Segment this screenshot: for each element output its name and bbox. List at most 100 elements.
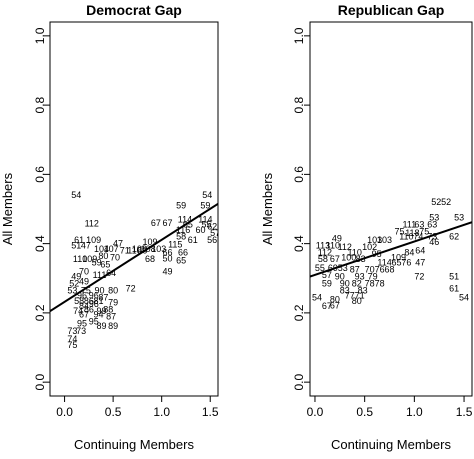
- data-point-label: 83: [340, 285, 350, 295]
- data-point-label: 113: [316, 240, 330, 250]
- chart-title: Democrat Gap: [86, 2, 182, 18]
- data-point-label: 73: [67, 326, 77, 336]
- data-point-label: 111: [93, 270, 107, 280]
- data-point-label: 63: [414, 220, 424, 230]
- data-point-label: 74: [413, 232, 423, 242]
- data-point-label: 73: [427, 232, 437, 242]
- data-point-label: 79: [108, 298, 118, 308]
- data-point-label: 114: [198, 214, 212, 224]
- data-point-label: 75: [419, 227, 429, 237]
- data-point-label: 115: [168, 239, 182, 249]
- data-point-label: 112: [338, 242, 352, 252]
- data-point-label: 84: [404, 247, 414, 257]
- data-point-label: 61: [449, 284, 459, 294]
- data-point-label: 66: [178, 247, 188, 257]
- data-point-label: 73: [76, 326, 86, 336]
- data-point-label: 65: [391, 258, 401, 268]
- data-point-label: 96: [89, 299, 99, 309]
- plot-frame: [309, 21, 473, 397]
- data-point-label: 87: [106, 311, 116, 321]
- y-tick-label: 0.6: [292, 166, 306, 183]
- data-point-label: 114: [377, 258, 391, 268]
- data-point-label: 90: [95, 285, 105, 295]
- y-tick-label: 0.4: [33, 235, 47, 252]
- data-point-label: 47: [415, 258, 425, 268]
- data-point-label: 107: [104, 244, 119, 254]
- data-point-label: 74: [67, 334, 77, 344]
- data-point-label: 64: [415, 246, 425, 256]
- data-point-label: 51: [449, 272, 459, 282]
- data-point-label: 78: [365, 278, 375, 288]
- data-point-label: 57: [210, 228, 220, 238]
- data-point-label: 72: [414, 272, 424, 282]
- data-point-label: 62: [449, 232, 459, 242]
- data-point-label: 67: [322, 301, 332, 311]
- x-tick-label: 1.0: [406, 405, 423, 419]
- data-point-label: 61: [188, 235, 198, 245]
- data-point-label: 99: [96, 306, 106, 316]
- data-point-label: 67: [330, 254, 340, 264]
- data-point-label: 53: [67, 285, 77, 295]
- data-point-label: 111: [403, 220, 417, 230]
- data-point-label: 109: [82, 254, 97, 264]
- data-point-label: 58: [74, 296, 84, 306]
- data-point-label: 89: [108, 321, 118, 331]
- data-point-label: 51: [71, 240, 81, 250]
- data-point-label: 89: [96, 321, 106, 331]
- data-point-label: 87: [350, 265, 360, 275]
- x-tick-label: 0.5: [356, 405, 373, 419]
- data-point-label: 87: [98, 292, 108, 302]
- data-point-label: 110: [326, 240, 340, 250]
- x-axis-label: Continuing Members: [331, 437, 451, 452]
- data-point-label: 59: [200, 201, 210, 211]
- data-point-label: 106: [132, 244, 147, 254]
- y-axis-label: All Members: [260, 172, 275, 245]
- y-tick-label: 0.4: [292, 235, 306, 252]
- data-point-label: 96: [89, 291, 99, 301]
- data-point-label: 65: [183, 220, 193, 230]
- data-point-label: 67: [162, 218, 172, 228]
- data-point-label: 95: [89, 317, 99, 327]
- x-tick-label: 0.0: [56, 405, 73, 419]
- data-point-label: 71: [355, 291, 365, 301]
- data-point-label: 103: [367, 235, 382, 245]
- data-point-label: 88: [103, 304, 113, 314]
- data-point-label: 96: [77, 291, 87, 301]
- data-point-label: 49: [162, 266, 172, 276]
- data-point-label: 102: [362, 242, 377, 252]
- data-point-label: 110: [73, 254, 87, 264]
- x-tick-label: 1.5: [202, 405, 219, 419]
- data-point-label: 53: [454, 213, 464, 223]
- data-point-label: 59: [322, 278, 332, 288]
- data-point-label: 74: [73, 306, 83, 316]
- data-point-label: 59: [176, 201, 186, 211]
- data-point-label: 47: [113, 239, 123, 249]
- y-tick-label: 0.2: [33, 304, 47, 321]
- data-point-label: 58: [176, 232, 186, 242]
- data-point-label: 76: [375, 265, 385, 275]
- data-point-label: 77: [345, 291, 355, 301]
- data-point-label: 46: [429, 237, 439, 247]
- data-point-label: 49: [71, 272, 81, 282]
- data-point-label: 53: [429, 213, 439, 223]
- x-tick-label: 1.0: [153, 405, 170, 419]
- data-point-label: 109: [86, 235, 101, 245]
- data-point-label: 118: [405, 228, 419, 238]
- data-point-label: 109: [391, 252, 406, 262]
- y-tick-label: 1.0: [292, 27, 306, 44]
- data-point-label: 59: [92, 258, 102, 268]
- y-tick-label: 1.0: [33, 27, 47, 44]
- data-point-label: 81: [94, 296, 104, 306]
- data-point-label: 95: [77, 318, 87, 328]
- data-point-label: 70: [110, 252, 120, 262]
- data-point-label: 78: [375, 278, 385, 288]
- data-point-label: 65: [176, 255, 186, 265]
- data-point-label: 82: [352, 278, 362, 288]
- data-point-label: 116: [176, 225, 190, 235]
- data-point-label: 86: [84, 304, 94, 314]
- data-point-label: 68: [145, 254, 155, 264]
- data-point-label: 67: [330, 300, 340, 310]
- data-point-label: 49: [79, 277, 89, 287]
- y-tick-label: 0.0: [33, 373, 47, 390]
- data-point-label: 54: [71, 190, 81, 200]
